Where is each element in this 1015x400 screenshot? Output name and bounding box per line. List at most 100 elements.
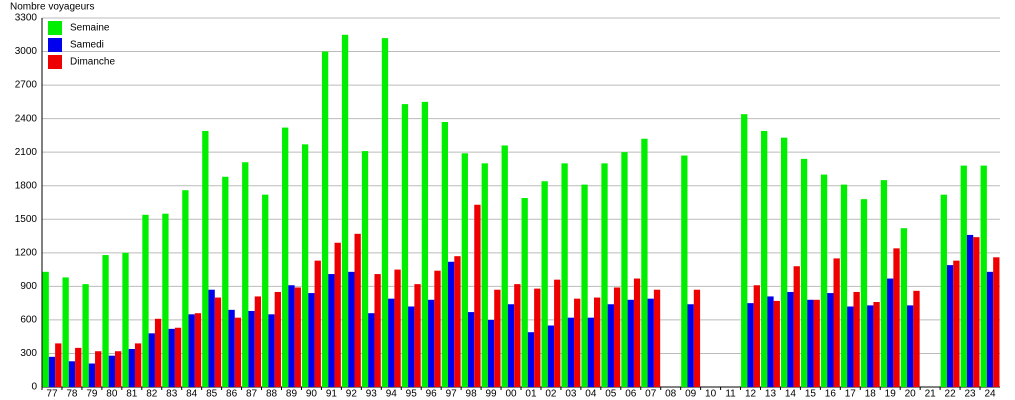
x-tick-label: 95: [406, 389, 418, 400]
legend-label: Dimanche: [70, 57, 115, 68]
x-tick-label: 84: [186, 389, 198, 400]
x-tick-label: 17: [845, 389, 857, 400]
x-tick-label: 16: [825, 389, 837, 400]
bar: [687, 304, 694, 387]
bar: [747, 303, 754, 387]
bar: [627, 299, 634, 387]
y-tick-label: 600: [20, 315, 37, 326]
bar: [574, 298, 581, 387]
x-tick-label: 10: [705, 389, 717, 400]
bar: [62, 277, 69, 387]
bar: [268, 314, 275, 387]
bar: [328, 274, 335, 387]
bar: [820, 174, 828, 387]
bar: [354, 233, 361, 387]
bar: [42, 271, 49, 387]
bar: [507, 304, 515, 387]
bar: [82, 284, 89, 387]
y-tick-label: 3000: [15, 46, 38, 57]
x-tick-label: 82: [146, 389, 158, 400]
x-tick-label: 96: [426, 389, 438, 400]
x-tick-label: 87: [246, 389, 258, 400]
x-tick-label: 15: [805, 389, 817, 400]
bar: [108, 355, 116, 387]
x-tick-label: 90: [306, 389, 318, 400]
bar: [361, 151, 369, 387]
bar: [893, 248, 900, 387]
bar: [262, 194, 269, 387]
bar: [946, 265, 954, 387]
bar: [174, 327, 182, 387]
bar: [621, 152, 628, 387]
bar: [222, 176, 229, 387]
bar: [521, 198, 528, 387]
x-tick-label: 89: [286, 389, 298, 400]
bar: [767, 296, 774, 387]
bar: [474, 204, 481, 387]
bar: [873, 302, 880, 387]
y-tick-label: 1800: [15, 180, 38, 191]
bar: [853, 291, 860, 387]
bar: [487, 319, 495, 387]
bar: [581, 184, 588, 387]
bar: [168, 328, 175, 387]
bar: [840, 184, 848, 387]
bar: [421, 101, 429, 387]
x-tick-label: 05: [605, 389, 617, 400]
x-tick-label: 08: [665, 389, 677, 400]
bar: [913, 290, 920, 387]
bar: [780, 137, 788, 387]
x-tick-label: 94: [386, 389, 398, 400]
bar: [601, 163, 608, 387]
bar: [527, 332, 535, 387]
bar: [341, 34, 349, 387]
bar: [208, 289, 215, 387]
x-tick-label: 09: [685, 389, 697, 400]
x-tick-label: 23: [965, 389, 977, 400]
bar: [394, 269, 401, 387]
bar: [288, 285, 295, 387]
y-tick-label: 3300: [15, 13, 38, 24]
bar: [693, 289, 701, 387]
bar: [441, 121, 448, 387]
bar: [314, 260, 321, 387]
bar: [554, 279, 561, 387]
bar: [102, 255, 109, 387]
bar: [833, 258, 840, 387]
bar: [301, 144, 309, 387]
x-tick-label: 19: [885, 389, 897, 400]
bar: [162, 213, 169, 387]
x-tick-label: 99: [486, 389, 498, 400]
bar: [122, 252, 129, 387]
bar: [514, 284, 521, 387]
x-tick-label: 92: [346, 389, 358, 400]
bar: [613, 287, 621, 387]
bar: [541, 181, 548, 387]
x-tick-label: 07: [645, 389, 657, 400]
bar: [248, 310, 255, 387]
y-tick-label: 0: [31, 382, 37, 393]
x-tick-label: 81: [126, 389, 138, 400]
x-tick-label: 01: [525, 389, 537, 400]
bar: [68, 361, 76, 387]
bar: [860, 199, 868, 387]
bar: [374, 274, 381, 387]
bar: [773, 300, 780, 387]
legend-swatch: [48, 38, 62, 52]
bar: [607, 304, 614, 387]
bar: [993, 257, 1000, 387]
x-tick-label: 24: [984, 389, 996, 400]
bar: [467, 312, 475, 387]
bar: [308, 293, 315, 387]
y-tick-label: 2400: [15, 113, 38, 124]
bar: [741, 114, 748, 387]
bar: [48, 356, 56, 387]
bar: [234, 317, 242, 387]
bar: [321, 51, 329, 387]
bar: [561, 163, 568, 387]
bar: [368, 313, 375, 387]
bar: [348, 271, 355, 387]
bar: [188, 314, 195, 387]
x-tick-label: 22: [945, 389, 957, 400]
